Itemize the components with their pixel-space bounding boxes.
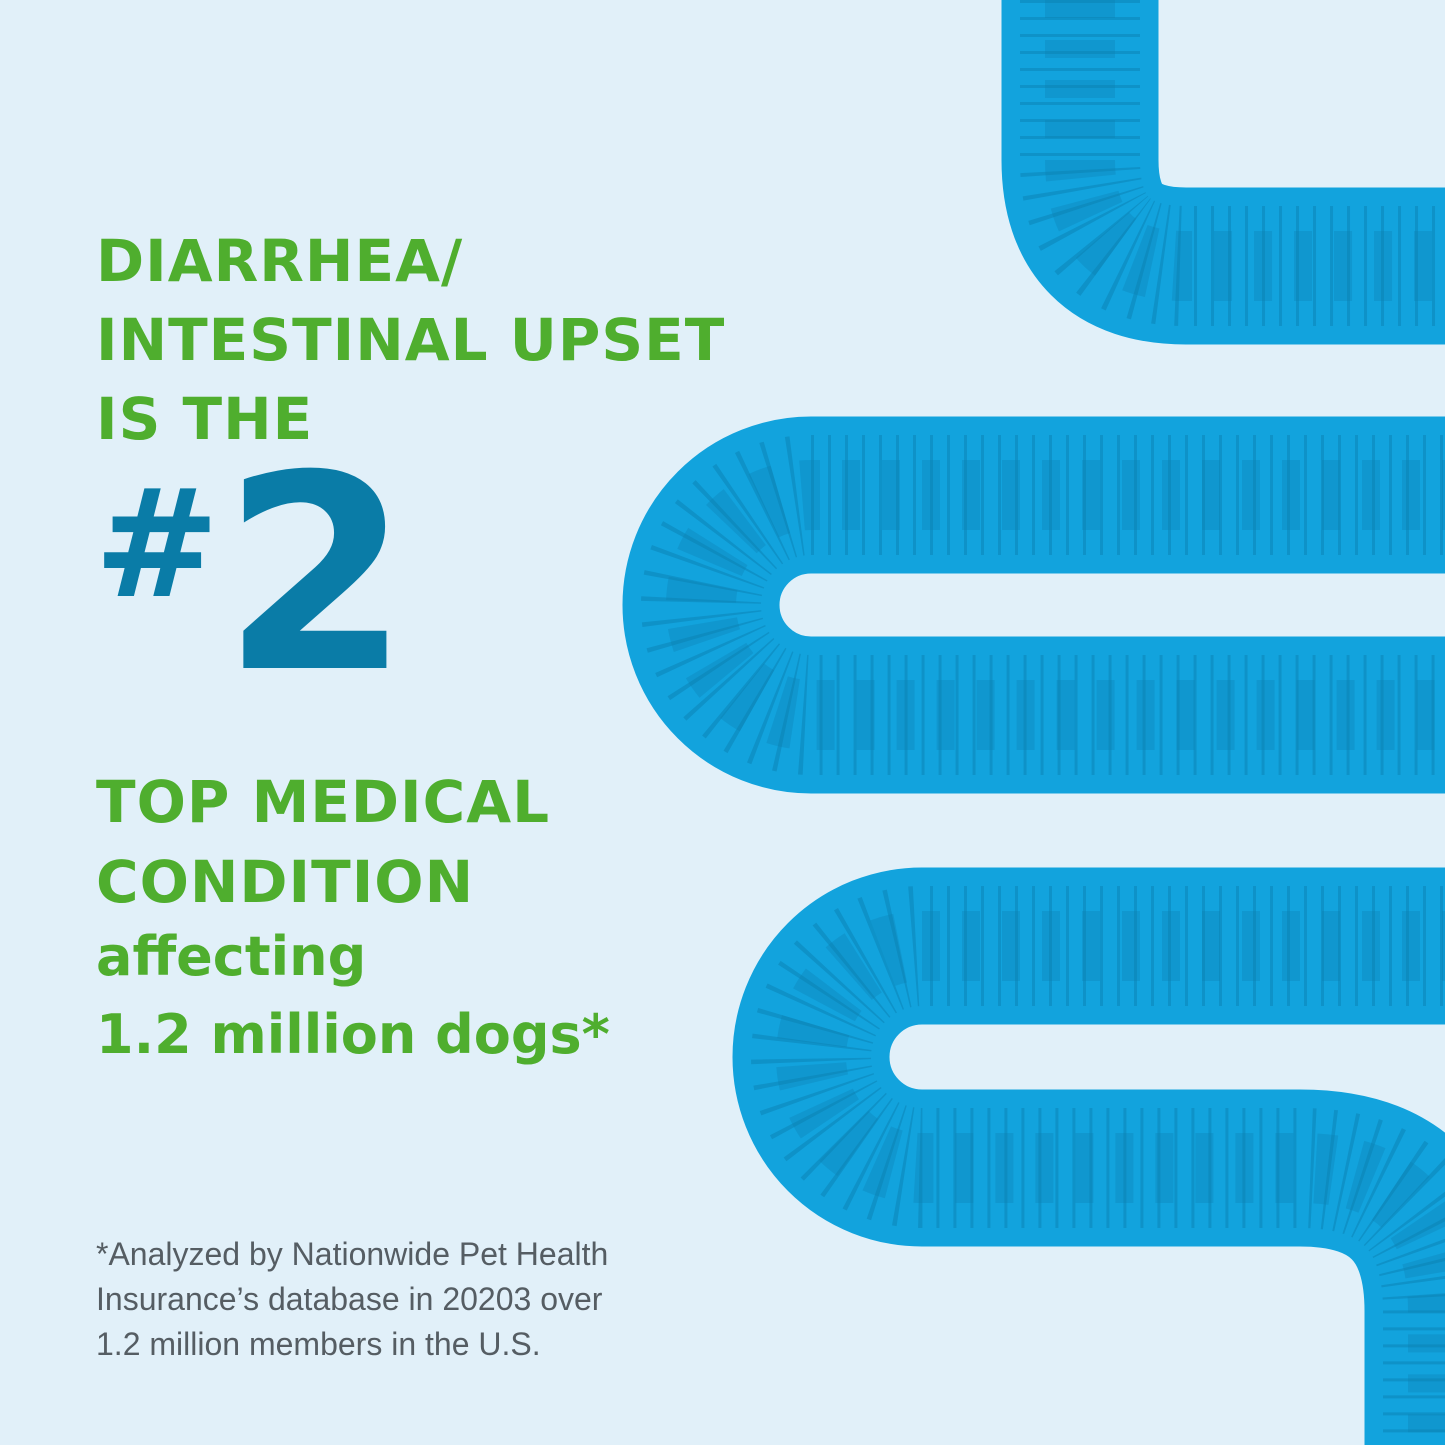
footnote: *Analyzed by Nationwide Pet Health Insur… (96, 1232, 608, 1367)
footnote-line: *Analyzed by Nationwide Pet Health (96, 1236, 609, 1272)
headline-top: DIARRHEA/ INTESTINAL UPSET IS THE (96, 222, 725, 459)
headline-line: IS THE (96, 385, 314, 453)
intestine-pattern (641, 0, 1445, 1445)
headline-line: INTESTINAL UPSET (96, 306, 726, 374)
rank-value: 2 (222, 417, 410, 732)
footnote-line: 1.2 million members in the U.S. (96, 1326, 541, 1362)
headline-line: CONDITION (96, 848, 475, 916)
footnote-line: Insurance’s database in 20203 over (96, 1281, 603, 1317)
intestine-body (622, 0, 1445, 1445)
subline: affecting 1.2 million dogs* (96, 918, 610, 1074)
headline-line: TOP MEDICAL (96, 768, 551, 836)
subline-line: affecting (96, 925, 367, 988)
intestine-pattern-2 (666, 0, 1445, 1445)
subline-line: 1.2 million dogs* (96, 1003, 610, 1066)
headline-bottom: TOP MEDICAL CONDITION (96, 762, 550, 922)
headline-line: DIARRHEA/ (96, 227, 464, 295)
rank-hash: # (94, 458, 220, 632)
